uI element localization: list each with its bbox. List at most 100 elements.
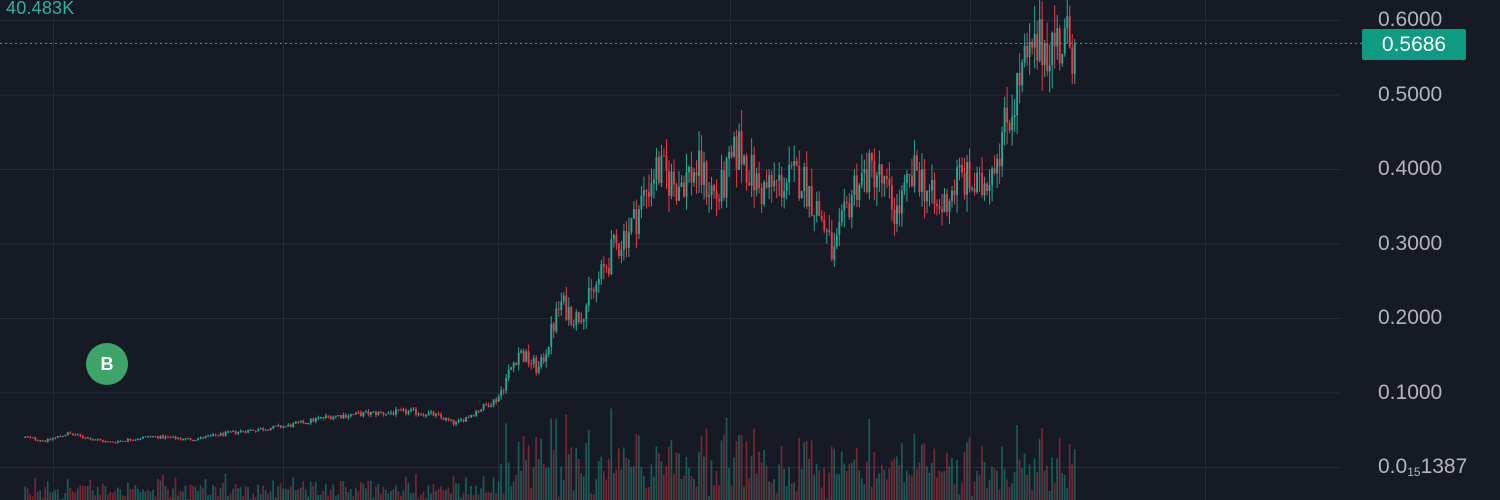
candle-body[interactable] bbox=[953, 190, 956, 195]
candle-body[interactable] bbox=[480, 409, 483, 412]
candle-body[interactable] bbox=[1046, 43, 1049, 72]
candle-body[interactable] bbox=[332, 416, 335, 420]
candle-body[interactable] bbox=[555, 308, 558, 332]
candle-body[interactable] bbox=[825, 230, 828, 232]
candle-body[interactable] bbox=[192, 440, 195, 442]
candle-body[interactable] bbox=[440, 414, 442, 418]
candle-body[interactable] bbox=[1006, 107, 1009, 123]
candle-body[interactable] bbox=[740, 131, 743, 165]
candle-body[interactable] bbox=[828, 230, 831, 233]
candle-body[interactable] bbox=[437, 413, 440, 415]
candle-body[interactable] bbox=[1003, 107, 1006, 133]
candle-body[interactable] bbox=[900, 190, 903, 214]
candle-body[interactable] bbox=[259, 428, 262, 430]
candle-body[interactable] bbox=[229, 431, 232, 433]
candle-body[interactable] bbox=[66, 432, 69, 435]
candle-body[interactable] bbox=[750, 154, 753, 186]
candle-body[interactable] bbox=[1073, 43, 1076, 74]
candle-body[interactable] bbox=[96, 439, 99, 441]
candle-body[interactable] bbox=[482, 404, 485, 410]
candle-body[interactable] bbox=[535, 357, 538, 373]
candle-body[interactable] bbox=[354, 412, 357, 415]
candle-body[interactable] bbox=[1056, 28, 1059, 47]
candle-body[interactable] bbox=[790, 164, 793, 166]
candle-body[interactable] bbox=[763, 182, 766, 205]
candle-body[interactable] bbox=[910, 175, 913, 187]
candle-body[interactable] bbox=[1058, 28, 1061, 64]
candle-body[interactable] bbox=[109, 441, 112, 443]
candle-body[interactable] bbox=[422, 414, 425, 416]
candle-body[interactable] bbox=[863, 169, 866, 174]
candle-body[interactable] bbox=[475, 411, 478, 416]
candle-body[interactable] bbox=[31, 437, 34, 439]
candle-body[interactable] bbox=[838, 221, 841, 235]
candle-body[interactable] bbox=[445, 418, 448, 421]
candle-body[interactable] bbox=[39, 440, 42, 442]
candle-body[interactable] bbox=[525, 351, 528, 362]
candle-body[interactable] bbox=[758, 173, 761, 189]
candle-body[interactable] bbox=[1036, 33, 1039, 61]
candle-body[interactable] bbox=[918, 170, 921, 192]
candle-body[interactable] bbox=[1038, 19, 1041, 61]
candle-body[interactable] bbox=[968, 161, 971, 189]
candle-body[interactable] bbox=[344, 414, 347, 418]
candle-body[interactable] bbox=[620, 249, 623, 257]
candle-body[interactable] bbox=[710, 185, 713, 196]
candle-body[interactable] bbox=[833, 246, 836, 260]
candle-body[interactable] bbox=[768, 175, 771, 188]
candle-body[interactable] bbox=[339, 415, 342, 419]
candle-body[interactable] bbox=[803, 166, 806, 192]
candle-body[interactable] bbox=[928, 190, 931, 192]
candle-body[interactable] bbox=[177, 438, 179, 440]
candle-body[interactable] bbox=[99, 439, 102, 441]
candle-body[interactable] bbox=[973, 188, 976, 193]
candle-body[interactable] bbox=[1071, 47, 1074, 74]
candle-body[interactable] bbox=[101, 440, 104, 442]
candle-body[interactable] bbox=[287, 424, 290, 427]
candle-body[interactable] bbox=[728, 152, 731, 159]
candle-body[interactable] bbox=[319, 417, 322, 419]
candle-body[interactable] bbox=[369, 411, 372, 415]
candle-body[interactable] bbox=[374, 411, 377, 416]
candle-body[interactable] bbox=[94, 439, 97, 441]
candle-body[interactable] bbox=[364, 411, 367, 413]
candle-body[interactable] bbox=[936, 204, 938, 206]
candle-body[interactable] bbox=[647, 191, 650, 197]
candle-body[interactable] bbox=[1013, 115, 1016, 118]
candle-body[interactable] bbox=[106, 441, 109, 443]
candle-body[interactable] bbox=[612, 234, 615, 240]
candle-body[interactable] bbox=[227, 431, 230, 433]
candle-body[interactable] bbox=[926, 191, 928, 202]
candle-body[interactable] bbox=[708, 195, 711, 197]
candle-body[interactable] bbox=[783, 191, 786, 198]
candle-body[interactable] bbox=[425, 415, 427, 417]
candle-body[interactable] bbox=[645, 190, 648, 192]
candle-body[interactable] bbox=[885, 176, 888, 179]
candle-body[interactable] bbox=[1001, 132, 1004, 167]
candle-body[interactable] bbox=[239, 430, 242, 432]
candle-body[interactable] bbox=[640, 195, 643, 210]
candle-body[interactable] bbox=[683, 182, 685, 197]
candle-body[interactable] bbox=[59, 436, 62, 438]
candle-body[interactable] bbox=[993, 168, 996, 174]
candle-body[interactable] bbox=[142, 436, 144, 439]
candle-body[interactable] bbox=[730, 152, 733, 157]
candle-body[interactable] bbox=[522, 350, 525, 362]
candle-body[interactable] bbox=[773, 180, 776, 187]
candle-body[interactable] bbox=[575, 312, 578, 325]
candle-body[interactable] bbox=[89, 437, 92, 440]
candle-body[interactable] bbox=[184, 438, 187, 440]
candle-body[interactable] bbox=[244, 431, 247, 433]
candle-body[interactable] bbox=[890, 185, 893, 210]
candle-body[interactable] bbox=[167, 436, 169, 438]
candle-body[interactable] bbox=[179, 438, 182, 440]
candle-body[interactable] bbox=[284, 426, 287, 428]
candle-body[interactable] bbox=[292, 423, 295, 427]
candle-body[interactable] bbox=[850, 195, 853, 218]
candle-body[interactable] bbox=[893, 209, 896, 225]
candle-body[interactable] bbox=[189, 438, 192, 441]
candle-body[interactable] bbox=[157, 436, 159, 439]
candle-body[interactable] bbox=[520, 350, 523, 353]
candle-body[interactable] bbox=[650, 183, 653, 197]
candle-body[interactable] bbox=[587, 288, 590, 306]
